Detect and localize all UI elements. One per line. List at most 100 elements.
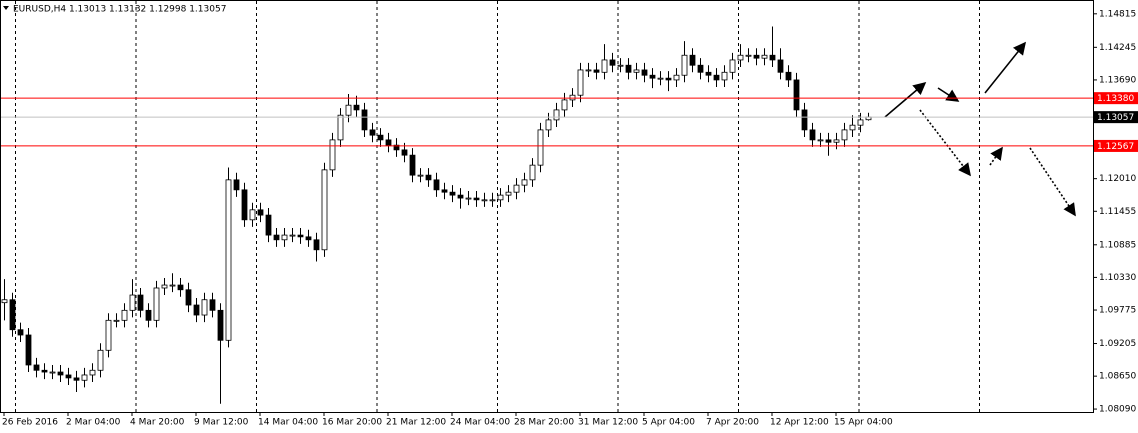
candle-body xyxy=(217,309,224,341)
candle-body xyxy=(377,134,384,141)
candle-body xyxy=(657,77,664,80)
candle-body xyxy=(793,79,800,111)
candle-body xyxy=(441,189,448,193)
candle-body xyxy=(1,299,8,304)
candle-body xyxy=(721,71,728,81)
arrow xyxy=(989,146,1003,166)
x-tick-label: 28 Mar 20:00 xyxy=(514,418,574,428)
candle-body xyxy=(481,199,488,202)
x-tick-label: 14 Mar 04:00 xyxy=(258,418,318,428)
candle-body xyxy=(49,371,56,374)
candle-body xyxy=(65,374,72,379)
candle-body xyxy=(705,71,712,76)
price-label-box xyxy=(1094,111,1138,124)
candle-body xyxy=(753,54,760,59)
chart-title: EURUSD,H4 1.13013 1.13132 1.12998 1.1305… xyxy=(13,5,226,15)
x-tick-label: 15 Apr 04:00 xyxy=(834,418,893,428)
candle-body xyxy=(201,299,208,316)
candle-body xyxy=(561,99,568,111)
candle-body xyxy=(633,69,640,73)
candle-body xyxy=(9,299,16,331)
candle-body xyxy=(361,109,368,131)
candle-body xyxy=(833,139,840,143)
candle-body xyxy=(425,174,432,181)
candle-body xyxy=(17,329,24,336)
y-tick-label: 1.08650 xyxy=(1099,372,1136,382)
candle-body xyxy=(249,209,256,221)
candle-body xyxy=(577,69,584,96)
candle-body xyxy=(25,334,32,366)
candle-body xyxy=(569,94,576,101)
candle-body xyxy=(145,309,152,321)
candle-body xyxy=(545,119,552,131)
x-tick-label: 26 Feb 2016 xyxy=(2,418,58,428)
candle-body xyxy=(393,144,400,151)
candle-body xyxy=(153,287,160,321)
price-label: 1.12567 xyxy=(1097,142,1134,152)
candle-body xyxy=(777,59,784,73)
candle-body xyxy=(841,129,848,141)
x-tick-label: 2 Mar 04:00 xyxy=(66,418,121,428)
candle-body xyxy=(225,179,232,341)
candle-body xyxy=(593,69,600,73)
candle-body xyxy=(105,319,112,351)
y-tick-label: 1.09205 xyxy=(1099,339,1136,349)
y-tick-label: 1.08090 xyxy=(1099,405,1136,415)
candle-body xyxy=(281,234,288,241)
candle-body xyxy=(849,124,856,131)
candle-body xyxy=(369,129,376,136)
candle-body xyxy=(457,194,464,199)
candle-body xyxy=(113,319,120,322)
y-tick-label: 1.14245 xyxy=(1099,43,1136,53)
candle-body xyxy=(305,236,312,241)
candle-body xyxy=(401,149,408,156)
candle-body xyxy=(177,284,184,291)
arrow xyxy=(884,81,927,118)
y-tick-label: 1.10885 xyxy=(1099,240,1136,250)
candle-body xyxy=(537,129,544,166)
arrow xyxy=(937,87,960,102)
price-label: 1.13380 xyxy=(1097,94,1134,104)
candle-body xyxy=(97,349,104,371)
candle-body xyxy=(273,234,280,241)
candle-body xyxy=(785,71,792,81)
price-label-box xyxy=(1094,139,1138,152)
x-tick-label: 12 Apr 12:00 xyxy=(770,418,829,428)
x-tick-label: 9 Mar 12:00 xyxy=(194,418,249,428)
price-label: 1.13057 xyxy=(1097,113,1134,123)
y-tick-label: 1.11455 xyxy=(1099,207,1136,217)
candle-body xyxy=(497,194,504,201)
x-tick-label: 5 Apr 04:00 xyxy=(642,418,695,428)
candle-body xyxy=(297,234,304,238)
y-tick-label: 1.13690 xyxy=(1099,75,1136,85)
x-tick-label: 31 Mar 12:00 xyxy=(578,418,638,428)
candle-body xyxy=(857,119,864,126)
candle-body xyxy=(169,284,176,287)
candle-body xyxy=(801,109,808,131)
candle-body xyxy=(321,169,328,251)
x-tick-label: 24 Mar 04:00 xyxy=(450,418,510,428)
candle-body xyxy=(241,189,248,221)
candle-body xyxy=(465,197,472,200)
candle-body xyxy=(73,377,80,381)
x-tick-label: 16 Mar 20:00 xyxy=(322,418,382,428)
candle-body xyxy=(353,104,360,111)
candle-body xyxy=(809,129,816,141)
candle-body xyxy=(385,139,392,146)
candle-body xyxy=(433,179,440,191)
candle-body xyxy=(521,179,528,186)
candle-body xyxy=(617,64,624,67)
x-tick-label: 21 Mar 12:00 xyxy=(386,418,446,428)
x-tick-label: 4 Mar 20:00 xyxy=(130,418,185,428)
plot-frame xyxy=(0,0,1094,413)
candle-body xyxy=(185,289,192,306)
candle-body xyxy=(89,369,96,376)
candle-body xyxy=(489,199,496,202)
candle-body xyxy=(689,54,696,66)
candle-body xyxy=(473,197,480,201)
menu-triangle xyxy=(3,6,9,10)
candle-body xyxy=(513,184,520,193)
candle-body xyxy=(761,54,768,59)
